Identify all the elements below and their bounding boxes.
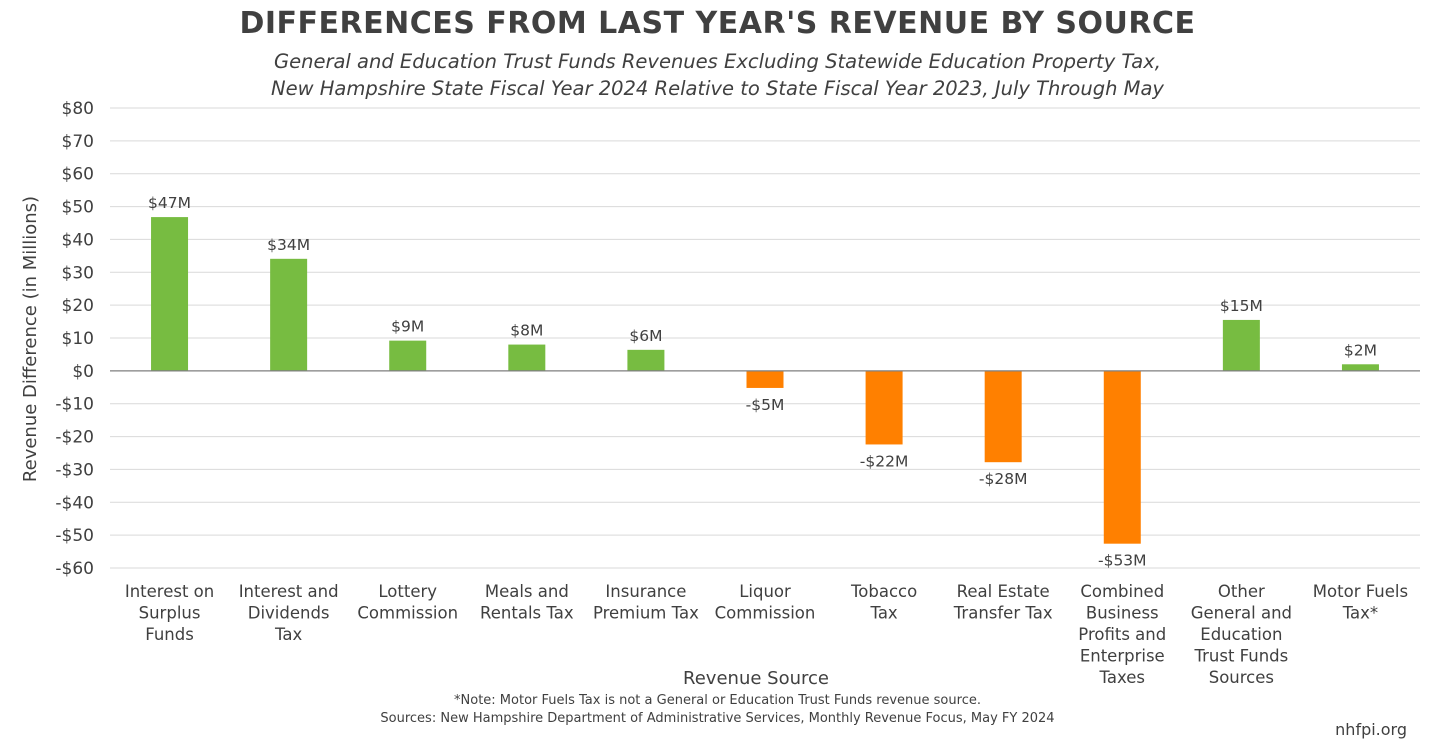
bar: [1103, 370, 1141, 544]
x-tick-label: Other General and Education Trust Funds Sour…: [1191, 582, 1292, 687]
bar: [270, 258, 308, 371]
y-axis-ticks: $80 $70 $60 $50 $40 $30 $20 $10 $0 -$10 -$20 -$30 -$…: [55, 99, 94, 579]
footnote-sources: Sources: New Hampshire Department of Adm…: [380, 711, 1055, 726]
data-label: $8M: [510, 322, 543, 340]
x-tick-label: Motor Fuels Tax*: [1313, 582, 1408, 623]
y-tick-label: $50: [62, 198, 94, 218]
y-tick-label: $70: [62, 132, 94, 152]
x-tick-label: Lottery Commission: [357, 582, 458, 623]
y-tick-label: -$40: [55, 493, 94, 513]
brand-url: nhfpi.org: [1335, 720, 1407, 739]
x-tick-label: Real Estate Transfer Tax: [953, 582, 1053, 623]
data-label: $9M: [391, 318, 424, 336]
gridlines: [110, 107, 1420, 569]
x-tick-label: Interest and Dividends Tax: [239, 582, 339, 644]
data-label: $34M: [267, 236, 310, 254]
bars: [151, 217, 1379, 544]
data-label: -$22M: [860, 452, 909, 470]
y-tick-label: -$30: [55, 460, 94, 480]
bar: [1341, 364, 1379, 371]
y-tick-label: -$50: [55, 526, 94, 546]
bar: [1222, 319, 1260, 371]
x-axis-categories: Interest on Surplus Funds Interest and Divid…: [125, 582, 1408, 687]
data-label: $6M: [629, 327, 662, 345]
x-tick-label: Interest on Surplus Funds: [125, 582, 214, 644]
y-tick-label: $10: [62, 329, 94, 349]
x-axis-label: Revenue Source: [683, 668, 829, 689]
bar: [984, 370, 1022, 463]
data-label: $2M: [1344, 341, 1377, 359]
data-label: $15M: [1220, 297, 1263, 315]
bar: [151, 217, 189, 371]
bar: [627, 349, 665, 371]
y-tick-label: -$10: [55, 395, 94, 415]
bar: [746, 370, 784, 388]
y-axis-label: Revenue Difference (in Millions): [20, 196, 41, 482]
x-tick-label: Tobacco Tax: [850, 582, 917, 623]
data-label: -$28M: [979, 470, 1028, 488]
x-tick-label: Combined Business Profits and Enterprise Tax…: [1078, 582, 1166, 687]
data-label: -$53M: [1098, 552, 1147, 570]
data-labels: $47M $34M $9M $8M $6M -$5M -$22M -$28M -$53M $15M…: [148, 194, 1377, 570]
y-tick-label: $0: [72, 362, 94, 382]
y-tick-label: $60: [62, 165, 94, 185]
x-tick-label: Meals and Rentals Tax: [480, 582, 574, 623]
data-label: $47M: [148, 194, 191, 212]
footnote-motor-fuels: *Note: Motor Fuels Tax is not a General …: [454, 693, 981, 708]
x-tick-label: Liquor Commission: [715, 582, 816, 623]
x-tick-label: Insurance Premium Tax: [593, 582, 699, 623]
bar: [865, 370, 903, 445]
chart-subtitle-line-2: New Hampshire State Fiscal Year 2024 Rel…: [271, 77, 1164, 100]
bar: [508, 344, 546, 371]
chart-title: DIFFERENCES FROM LAST YEAR'S REVENUE BY …: [239, 6, 1196, 41]
y-tick-label: $40: [62, 230, 94, 250]
y-tick-label: $20: [62, 296, 94, 316]
chart-subtitle-line-1: General and Education Trust Funds Revenu…: [274, 50, 1161, 73]
data-label: -$5M: [746, 396, 785, 414]
y-tick-label: $30: [62, 263, 94, 283]
y-tick-label: -$60: [55, 559, 94, 579]
bar: [389, 340, 427, 371]
y-tick-label: -$20: [55, 428, 94, 448]
y-tick-label: $80: [62, 99, 94, 119]
